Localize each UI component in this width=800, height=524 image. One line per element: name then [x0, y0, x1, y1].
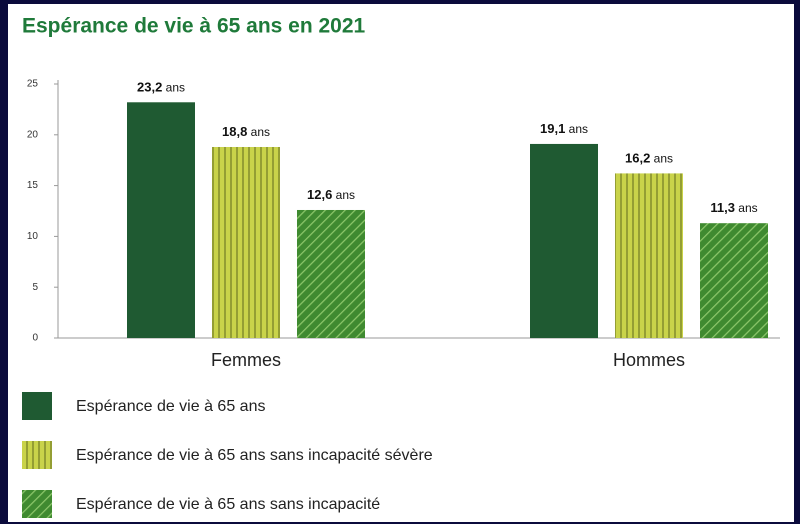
y-tick-label: 5	[32, 282, 38, 293]
x-tick-label: Hommes	[613, 350, 685, 370]
y-tick-label: 20	[27, 129, 39, 140]
bar	[127, 102, 195, 339]
legend-swatch	[22, 392, 52, 420]
bar	[700, 223, 768, 338]
legend-label: Espérance de vie à 65 ans sans incapacit…	[76, 496, 380, 513]
value-label: 12,6 ans	[307, 187, 355, 202]
value-label: 18,8 ans	[222, 124, 270, 139]
y-tick-label: 25	[27, 79, 39, 90]
value-label: 19,1 ans	[540, 121, 588, 136]
value-label: 23,2 ans	[137, 80, 185, 95]
y-tick-label: 15	[27, 180, 39, 191]
bar	[297, 209, 365, 338]
bar	[530, 143, 598, 338]
y-tick-label: 0	[32, 333, 38, 344]
value-label: 16,2 ans	[625, 151, 673, 166]
legend-label: Espérance de vie à 65 ans sans incapacit…	[76, 447, 433, 464]
legend-label: Espérance de vie à 65 ans	[76, 398, 265, 415]
bar	[615, 173, 683, 338]
bar	[212, 146, 280, 338]
y-tick-label: 10	[27, 231, 39, 242]
x-tick-label: Femmes	[211, 350, 281, 370]
legend-swatch	[22, 490, 52, 518]
legend-swatch	[22, 441, 52, 469]
value-label: 11,3 ans	[710, 201, 757, 216]
chart-title: Espérance de vie à 65 ans en 2021	[22, 15, 366, 38]
